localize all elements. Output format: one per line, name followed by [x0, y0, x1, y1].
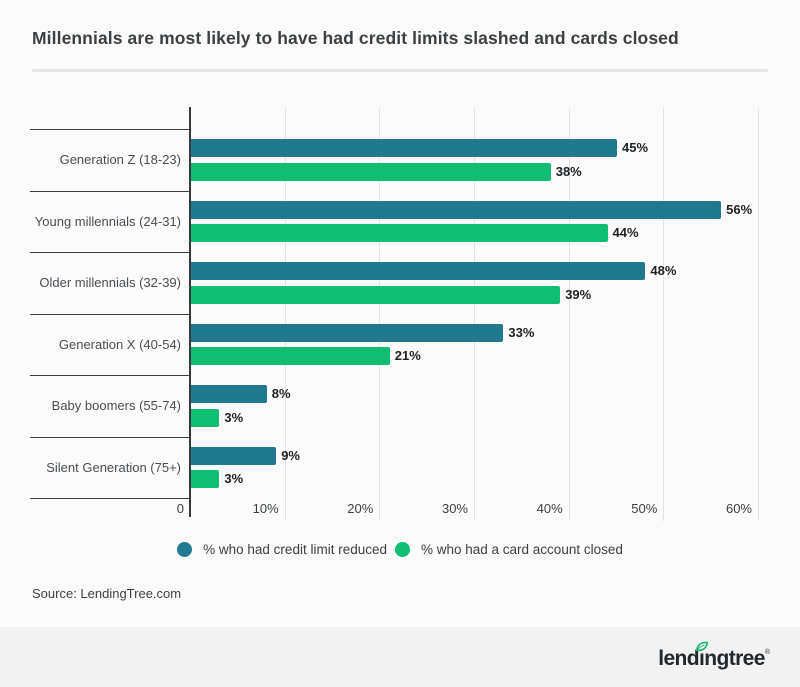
x-tick-label: 30%	[441, 501, 468, 516]
bar-value-label: 45%	[622, 140, 649, 155]
x-tick-label: 60%	[725, 501, 752, 516]
bar-value-label: 33%	[508, 324, 535, 340]
lendingtree-logo-text: lendıngtree	[658, 646, 765, 670]
bar-card-account-closed	[191, 347, 390, 365]
category-label: Generation Z (18-23)	[59, 152, 181, 168]
bar-value-label: 48%	[650, 263, 677, 278]
category-label: Young millennials (24-31)	[34, 213, 181, 229]
bar-value-label: 3%	[224, 471, 244, 486]
x-tick-label: 0	[176, 501, 184, 516]
bar-credit-limit-reduced	[191, 446, 277, 465]
category-label: Older millennials (32-39)	[39, 275, 181, 291]
bar-value-label: 21%	[394, 348, 421, 363]
bar-value-label: 44%	[612, 225, 639, 240]
category-tick-line	[30, 252, 190, 253]
gridline	[284, 108, 286, 521]
bar-card-account-closed	[191, 408, 220, 427]
legend-swatch-card-account-closed	[394, 541, 410, 557]
footer-bar: lendıngtree®	[0, 627, 800, 687]
bar-credit-limit-reduced	[191, 200, 722, 219]
source-text: Source: LendingTree.com	[32, 586, 182, 601]
category-tick-line	[30, 498, 190, 499]
legend-item-card-account-closed: % who had a card account closed	[394, 541, 623, 557]
category-tick-line	[30, 129, 190, 130]
bar-value-label: 56%	[726, 201, 753, 217]
bar-value-label: 9%	[281, 447, 300, 463]
gridline	[758, 108, 759, 521]
gridline	[663, 108, 665, 521]
bar-credit-limit-reduced	[191, 323, 504, 342]
category-tick-line	[30, 375, 190, 376]
chart-title: Millennials are most likely to have had …	[32, 28, 679, 48]
x-tick-label: 40%	[536, 501, 563, 516]
legend-label: % who had credit limit reduced	[203, 541, 387, 557]
leaf-icon	[693, 639, 710, 660]
x-tick-label: 20%	[347, 501, 374, 516]
category-label: Baby boomers (55-74)	[51, 398, 181, 414]
registered-trademark: ®	[764, 648, 770, 656]
bar-card-account-closed	[191, 470, 220, 488]
category-label: Silent Generation (75+)	[46, 459, 181, 475]
title-divider	[32, 69, 768, 72]
y-axis-line	[189, 107, 191, 517]
bar-value-label: 38%	[555, 163, 582, 179]
bar-card-account-closed	[191, 224, 608, 242]
lendingtree-logo: lendıngtree®	[658, 641, 770, 670]
legend-label: % who had a card account closed	[420, 541, 623, 557]
gridline	[568, 108, 570, 521]
gridline	[474, 108, 475, 521]
bar-card-account-closed	[191, 285, 561, 304]
x-tick-label: 10%	[252, 501, 279, 516]
bar-credit-limit-reduced	[191, 262, 646, 280]
legend-item-credit-limit-reduced: % who had credit limit reduced	[177, 541, 387, 557]
legend-swatch-credit-limit-reduced	[177, 541, 193, 557]
bar-value-label: 39%	[565, 286, 592, 302]
bar-value-label: 8%	[271, 386, 291, 401]
category-label: Generation X (40-54)	[58, 336, 181, 352]
bar-credit-limit-reduced	[191, 139, 617, 157]
bar-value-label: 3%	[224, 409, 244, 425]
category-tick-line	[30, 436, 190, 438]
bar-credit-limit-reduced	[191, 385, 267, 403]
bar-card-account-closed	[191, 162, 551, 181]
x-tick-label: 50%	[631, 501, 658, 516]
category-tick-line	[30, 190, 190, 192]
chart-legend: % who had credit limit reduced % who had…	[0, 539, 800, 559]
gridline	[379, 108, 381, 521]
category-tick-line	[30, 313, 190, 315]
